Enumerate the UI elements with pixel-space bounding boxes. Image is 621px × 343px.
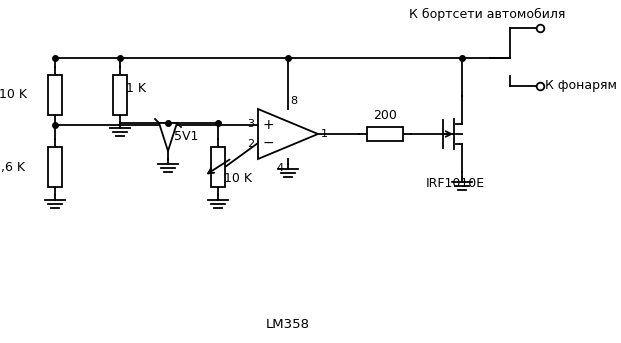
Text: 10 K: 10 K bbox=[224, 173, 252, 186]
Text: К бортсети автомобиля: К бортсети автомобиля bbox=[409, 8, 565, 21]
Bar bbox=[367, 127, 403, 141]
Bar bbox=[211, 147, 225, 187]
Text: 10 K: 10 K bbox=[0, 88, 27, 102]
Text: 3: 3 bbox=[247, 119, 254, 129]
Polygon shape bbox=[258, 109, 318, 159]
Text: IRF1010E: IRF1010E bbox=[425, 177, 484, 190]
Text: 8: 8 bbox=[290, 96, 297, 106]
Text: 4: 4 bbox=[277, 163, 284, 173]
Text: 1 K: 1 K bbox=[126, 83, 146, 95]
Text: 5,6 K: 5,6 K bbox=[0, 161, 25, 174]
Bar bbox=[113, 75, 127, 115]
Text: 1: 1 bbox=[321, 129, 328, 139]
Text: +: + bbox=[263, 118, 274, 132]
Text: К фонарям ДХО: К фонарям ДХО bbox=[545, 80, 621, 93]
Text: LM358: LM358 bbox=[266, 318, 310, 331]
Bar bbox=[48, 75, 62, 115]
Text: 2: 2 bbox=[247, 139, 254, 149]
Text: 200: 200 bbox=[373, 109, 397, 122]
Polygon shape bbox=[159, 123, 177, 151]
Text: 5V1: 5V1 bbox=[174, 130, 198, 143]
Text: −: − bbox=[263, 136, 274, 150]
Bar bbox=[48, 147, 62, 187]
